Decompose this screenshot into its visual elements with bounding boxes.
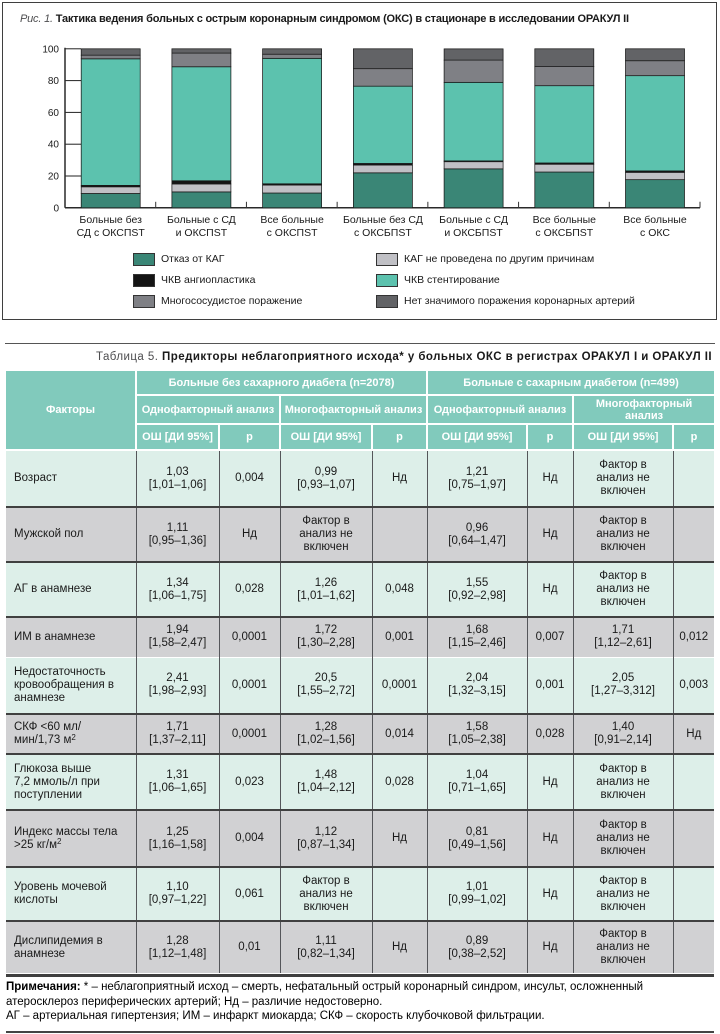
svg-text:60: 60	[48, 108, 60, 119]
svg-text:Больные без СД: Больные без СД	[343, 214, 423, 226]
svg-text:Больные с СД: Больные с СД	[439, 214, 508, 226]
svg-text:Все больные: Все больные	[533, 214, 597, 226]
svg-text:с ОКСПST: с ОКСПST	[267, 227, 318, 239]
svg-text:и ОКСБПST: и ОКСБПST	[444, 227, 503, 239]
svg-text:с ОКСБПST: с ОКСБПST	[535, 227, 593, 239]
svg-text:с ОКС: с ОКС	[640, 227, 670, 239]
svg-text:100: 100	[42, 44, 59, 55]
svg-text:с ОКСБПST: с ОКСБПST	[354, 227, 412, 239]
svg-text:Все больные: Все больные	[623, 214, 687, 226]
svg-text:СД с ОКСПST: СД с ОКСПST	[77, 227, 146, 239]
svg-text:и ОКСПST: и ОКСПST	[176, 227, 228, 239]
svg-text:20: 20	[48, 172, 60, 183]
svg-text:80: 80	[48, 76, 60, 87]
svg-text:40: 40	[48, 140, 60, 151]
svg-text:Все больные: Все больные	[260, 214, 324, 226]
svg-text:0: 0	[53, 203, 59, 214]
svg-text:Больные с СД: Больные с СД	[167, 214, 236, 226]
svg-text:Больные без: Больные без	[79, 214, 142, 226]
